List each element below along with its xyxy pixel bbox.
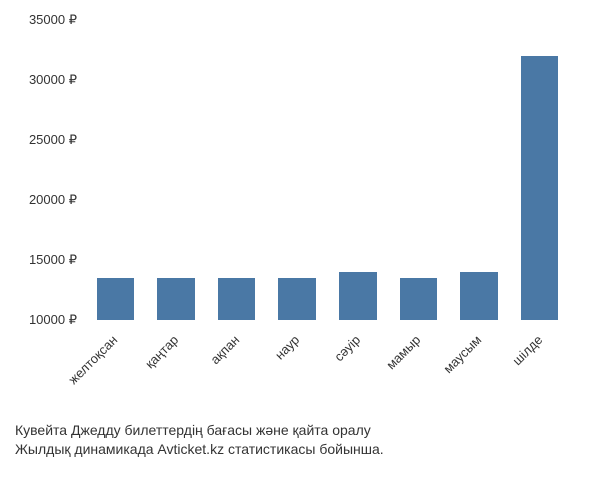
bar (218, 278, 256, 320)
y-tick-label: 20000 ₽ (29, 192, 77, 208)
plot-area (85, 20, 570, 320)
bar (278, 278, 316, 320)
y-tick-label: 15000 ₽ (29, 252, 77, 268)
x-axis-labels: желтоқсанқаңтарақпаннаурсәуірмамырмаусым… (85, 325, 570, 405)
bar (339, 272, 377, 320)
y-tick-label: 35000 ₽ (29, 12, 77, 28)
y-tick-label: 25000 ₽ (29, 132, 77, 148)
y-tick-label: 10000 ₽ (29, 312, 77, 328)
bar (157, 278, 195, 320)
bar (460, 272, 498, 320)
caption-line-1: Кувейта Джедду билеттердің бағасы және қ… (15, 421, 585, 441)
y-axis: 10000 ₽15000 ₽20000 ₽25000 ₽30000 ₽35000… (10, 20, 85, 320)
chart-caption: Кувейта Джедду билеттердің бағасы және қ… (15, 421, 585, 460)
bar (521, 56, 559, 320)
caption-line-2: Жылдық динамикада Avticket.kz статистика… (15, 440, 585, 460)
bar (97, 278, 135, 320)
y-tick-label: 30000 ₽ (29, 72, 77, 88)
bar-chart: 10000 ₽15000 ₽20000 ₽25000 ₽30000 ₽35000… (10, 20, 580, 380)
bar (400, 278, 438, 320)
